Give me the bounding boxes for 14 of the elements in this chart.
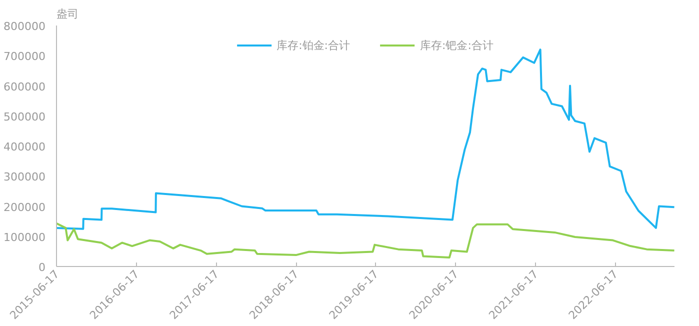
line-series <box>56 222 674 258</box>
y-axis-title: 盎司 <box>56 8 78 20</box>
y-tick-label: 800000 <box>4 20 46 33</box>
line-series <box>56 48 674 230</box>
legend-label: 库存:钯金:合计 <box>420 38 494 52</box>
y-tick-label: 0 <box>38 261 46 274</box>
y-tick-label: 400000 <box>4 140 46 154</box>
legend-label: 库存:铂金:合计 <box>276 38 350 52</box>
y-tick-label: 100000 <box>4 230 46 244</box>
y-tick-label: 700000 <box>4 50 46 64</box>
y-tick-label: 300000 <box>4 170 46 184</box>
y-tick-label: 600000 <box>4 80 46 94</box>
y-tick-label: 200000 <box>4 200 46 214</box>
y-tick-label: 500000 <box>4 110 46 124</box>
